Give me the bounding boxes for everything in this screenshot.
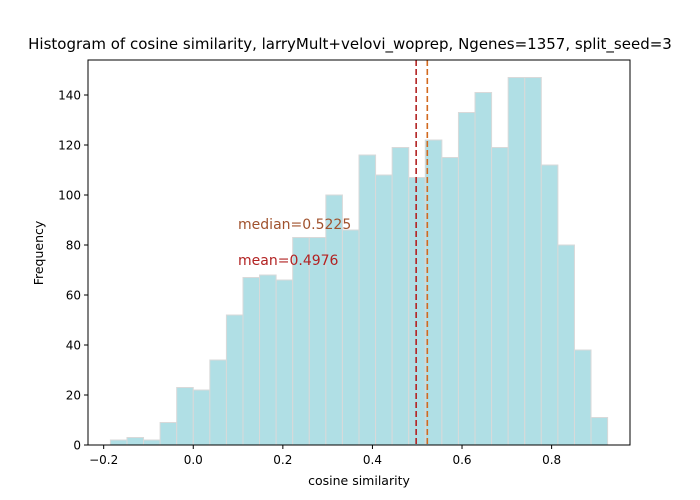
histogram-bar bbox=[491, 147, 509, 446]
histogram-bar bbox=[590, 417, 609, 446]
histogram-bar bbox=[109, 439, 128, 446]
histogram-bar bbox=[540, 164, 559, 446]
histogram-bar bbox=[176, 387, 194, 446]
x-tick-label: −0.2 bbox=[89, 453, 118, 467]
histogram-bar bbox=[408, 177, 426, 446]
histogram-bar bbox=[557, 244, 575, 446]
y-axis-ticks: 0 20 40 60 80 100 120 140 bbox=[58, 89, 88, 453]
chart-title: Histogram of cosine similarity, larryMul… bbox=[28, 35, 672, 54]
histogram-bar bbox=[259, 274, 277, 446]
histogram-bar bbox=[225, 314, 244, 446]
histogram-bar bbox=[441, 157, 459, 446]
reference-line-label: median=0.5225 bbox=[238, 217, 351, 233]
y-tick-label: 80 bbox=[66, 239, 81, 253]
axes-frame bbox=[87, 59, 631, 446]
x-tick-label: 0.6 bbox=[452, 453, 471, 467]
x-axis-label: cosine similarity bbox=[308, 473, 410, 488]
reference-lines bbox=[415, 60, 429, 445]
histogram-bar bbox=[391, 147, 410, 446]
histogram-bar bbox=[375, 174, 393, 446]
histogram-bar bbox=[424, 139, 443, 446]
histogram-bar bbox=[358, 154, 377, 446]
histogram-bar bbox=[457, 112, 476, 446]
x-tick-label: 0.8 bbox=[542, 453, 561, 467]
histogram-bar bbox=[573, 349, 592, 446]
x-tick-label: 0.0 bbox=[184, 453, 203, 467]
reference-line-label: mean=0.4976 bbox=[238, 253, 339, 269]
x-tick-label: 0.4 bbox=[363, 453, 382, 467]
x-tick-label: 0.2 bbox=[273, 453, 292, 467]
histogram-bar bbox=[192, 389, 211, 446]
x-axis-ticks: −0.2 0.0 0.2 0.4 0.6 0.8 bbox=[89, 445, 561, 467]
histogram-bars bbox=[109, 77, 609, 446]
y-tick-label: 140 bbox=[58, 89, 81, 103]
histogram-bar bbox=[474, 92, 493, 446]
annotations: mean=0.4976 median=0.5225 bbox=[238, 217, 351, 269]
histogram-bar bbox=[143, 439, 161, 446]
histogram-bar bbox=[507, 77, 526, 446]
histogram-bar bbox=[159, 422, 178, 446]
y-tick-label: 100 bbox=[58, 189, 81, 203]
y-tick-label: 40 bbox=[66, 339, 81, 353]
histogram-bar bbox=[341, 229, 360, 446]
histogram-bar bbox=[126, 437, 145, 446]
y-tick-label: 0 bbox=[73, 439, 81, 453]
histogram-bar bbox=[242, 277, 261, 446]
y-tick-label: 120 bbox=[58, 139, 81, 153]
y-tick-label: 60 bbox=[66, 289, 81, 303]
histogram-bar bbox=[275, 279, 294, 446]
histogram-bar bbox=[209, 359, 227, 446]
histogram-bar bbox=[524, 77, 542, 446]
y-axis-label: Frequency bbox=[31, 220, 46, 285]
y-tick-label: 20 bbox=[66, 389, 81, 403]
